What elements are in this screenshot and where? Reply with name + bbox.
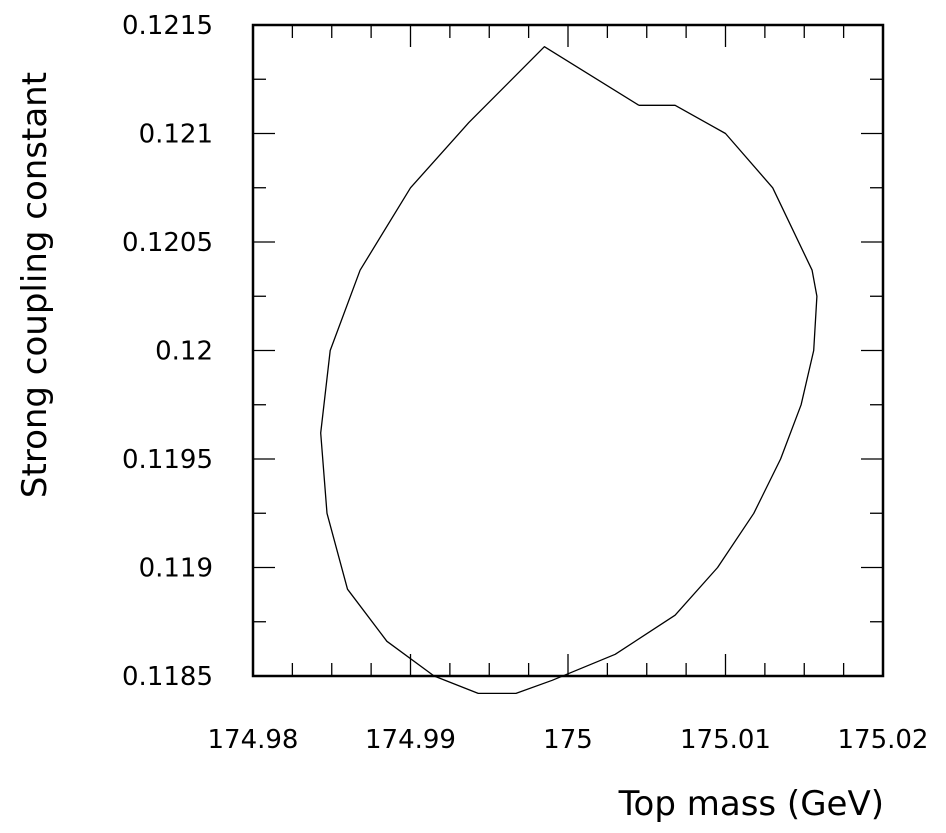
y-tick-label: 0.1195 xyxy=(122,445,213,475)
x-tick-label: 175.01 xyxy=(680,725,771,755)
contour-series xyxy=(320,46,818,695)
x-tick-label: 174.99 xyxy=(365,725,456,755)
y-tick-label: 0.1215 xyxy=(122,11,213,41)
tick-marks xyxy=(252,24,884,677)
plot-frame xyxy=(251,23,885,678)
x-tick-label: 175.02 xyxy=(838,725,929,755)
y-tick-label: 0.119 xyxy=(139,554,213,584)
y-tick-label: 0.1205 xyxy=(122,228,213,258)
contour-line xyxy=(320,46,818,695)
y-tick-label: 0.121 xyxy=(139,120,213,150)
x-tick-label: 174.98 xyxy=(208,725,299,755)
y-tick-label: 0.1185 xyxy=(122,662,213,692)
y-axis-title: Strong coupling constant xyxy=(15,72,55,498)
y-tick-label: 0.12 xyxy=(155,337,213,367)
x-axis-title: Top mass (GeV) xyxy=(618,784,884,824)
plot-frame-rect xyxy=(251,23,885,678)
x-tick-labels: 174.98 174.99 175 175.01 175.02 xyxy=(208,725,929,755)
y-tick-labels: 0.1185 0.119 0.1195 0.12 0.1205 0.121 0.1215 xyxy=(122,11,213,692)
x-tick-label: 175 xyxy=(543,725,593,755)
